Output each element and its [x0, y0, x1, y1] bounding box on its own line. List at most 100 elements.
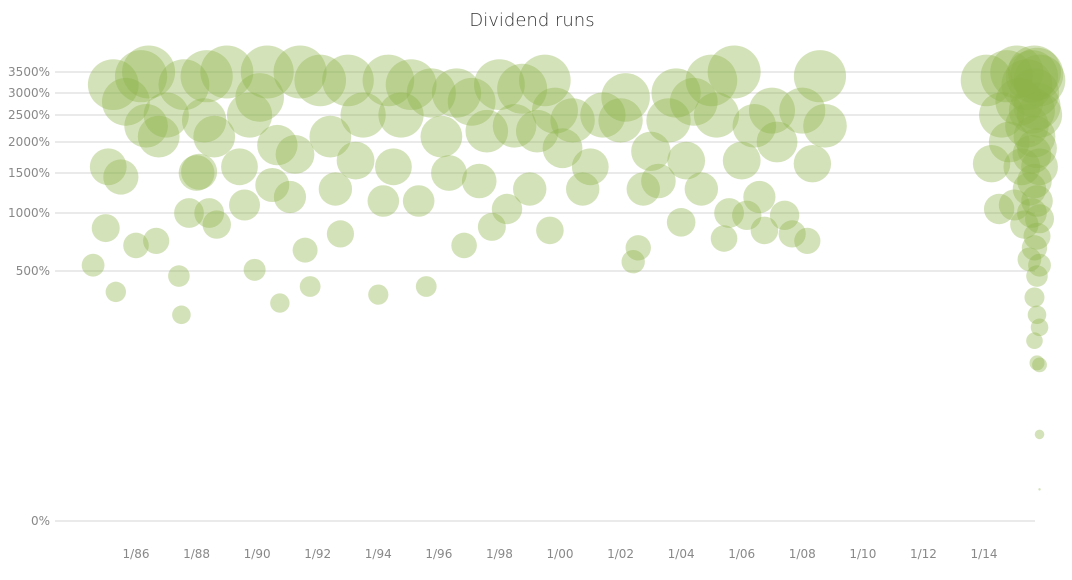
- data-point: [367, 185, 400, 217]
- data-point: [491, 193, 523, 225]
- data-point: [368, 284, 389, 305]
- data-point: [1001, 59, 1053, 110]
- data-point: [406, 68, 456, 118]
- data-point: [1028, 253, 1051, 277]
- data-point: [1013, 82, 1061, 130]
- data-point: [226, 92, 273, 138]
- data-point: [270, 293, 290, 313]
- x-tick-label: 1/90: [244, 547, 271, 561]
- x-tick-label: 1/06: [728, 547, 755, 561]
- data-point: [580, 92, 626, 138]
- data-point: [1026, 332, 1043, 350]
- x-tick-label: 1/04: [668, 547, 695, 561]
- data-point: [91, 214, 120, 243]
- gridlines: [55, 71, 1035, 522]
- data-point: [378, 92, 424, 138]
- data-point: [550, 98, 595, 143]
- data-point: [375, 148, 412, 186]
- data-point: [625, 235, 651, 261]
- data-point: [235, 73, 284, 122]
- data-point: [497, 63, 548, 114]
- data-point: [1007, 45, 1061, 99]
- data-point: [732, 200, 762, 231]
- data-point: [362, 54, 415, 107]
- x-tick-label: 1/92: [304, 547, 331, 561]
- data-point: [803, 104, 847, 148]
- data-point: [81, 253, 105, 277]
- data-point: [972, 145, 1011, 183]
- data-point: [122, 45, 176, 99]
- data-point: [980, 50, 1033, 103]
- data-point: [137, 115, 180, 158]
- data-point: [181, 153, 218, 190]
- x-tick-label: 1/14: [971, 547, 998, 561]
- data-point: [631, 131, 671, 171]
- y-tick-label: 500%: [16, 264, 50, 278]
- x-tick-label: 1/10: [849, 547, 876, 561]
- data-point: [1017, 198, 1047, 228]
- data-point: [651, 68, 701, 118]
- data-point: [685, 54, 738, 107]
- data-point: [513, 172, 547, 206]
- data-point: [750, 216, 779, 245]
- data-point: [749, 87, 795, 134]
- data-point: [598, 98, 643, 143]
- data-point: [299, 276, 321, 297]
- x-axis-ticks: 1/86 1/88 1/90 1/92 1/94 1/96 1/98 1/00 1/02 1/04…: [123, 547, 998, 561]
- y-tick-label: 2000%: [8, 135, 50, 149]
- data-point: [336, 141, 375, 180]
- data-point: [1030, 318, 1049, 337]
- data-point: [1005, 50, 1059, 103]
- data-point: [707, 45, 761, 99]
- data-point: [1029, 355, 1045, 371]
- x-tick-label: 1/02: [607, 547, 634, 561]
- data-point: [255, 168, 290, 202]
- data-point: [318, 172, 353, 206]
- data-point: [309, 115, 352, 158]
- data-point: [1021, 148, 1058, 186]
- data-point: [105, 281, 127, 303]
- data-point: [641, 163, 676, 199]
- data-point: [322, 54, 374, 107]
- data-point: [1010, 47, 1064, 101]
- data-point: [1003, 148, 1041, 186]
- data-point: [474, 59, 525, 110]
- data-point: [960, 54, 1013, 107]
- data-point: [402, 185, 435, 217]
- data-point: [294, 54, 347, 107]
- data-point: [1013, 115, 1056, 158]
- data-point: [1021, 185, 1053, 217]
- data-point: [1016, 92, 1063, 138]
- data-point: [221, 148, 258, 186]
- data-point: [626, 172, 660, 206]
- data-point: [292, 237, 318, 263]
- x-tick-label: 1/94: [365, 547, 392, 561]
- y-tick-label: 2500%: [8, 108, 50, 122]
- data-point: [451, 232, 477, 259]
- y-axis-ticks: 0% 500% 1000% 1500% 2000% 2500% 3000% 3500%: [8, 65, 50, 528]
- data-point: [326, 220, 355, 248]
- data-point: [666, 207, 696, 237]
- y-tick-label: 1000%: [8, 206, 50, 220]
- data-point: [1025, 204, 1055, 234]
- x-tick-label: 1/00: [547, 547, 574, 561]
- data-point: [200, 45, 254, 99]
- data-point: [143, 92, 189, 138]
- data-point: [998, 189, 1030, 221]
- data-point: [988, 121, 1030, 163]
- data-point: [193, 115, 236, 158]
- x-tick-label: 1/88: [183, 547, 210, 561]
- data-point: [102, 77, 150, 126]
- data-point: [571, 148, 609, 186]
- y-tick-label: 3500%: [8, 65, 50, 79]
- data-point: [143, 227, 170, 254]
- x-tick-label: 1/12: [910, 547, 937, 561]
- data-point: [1005, 104, 1049, 148]
- data-point: [1008, 87, 1055, 134]
- x-tick-label: 1/98: [486, 547, 513, 561]
- data-point: [180, 50, 233, 103]
- data-point: [194, 198, 225, 228]
- data-point: [983, 193, 1015, 225]
- data-point: [178, 155, 215, 191]
